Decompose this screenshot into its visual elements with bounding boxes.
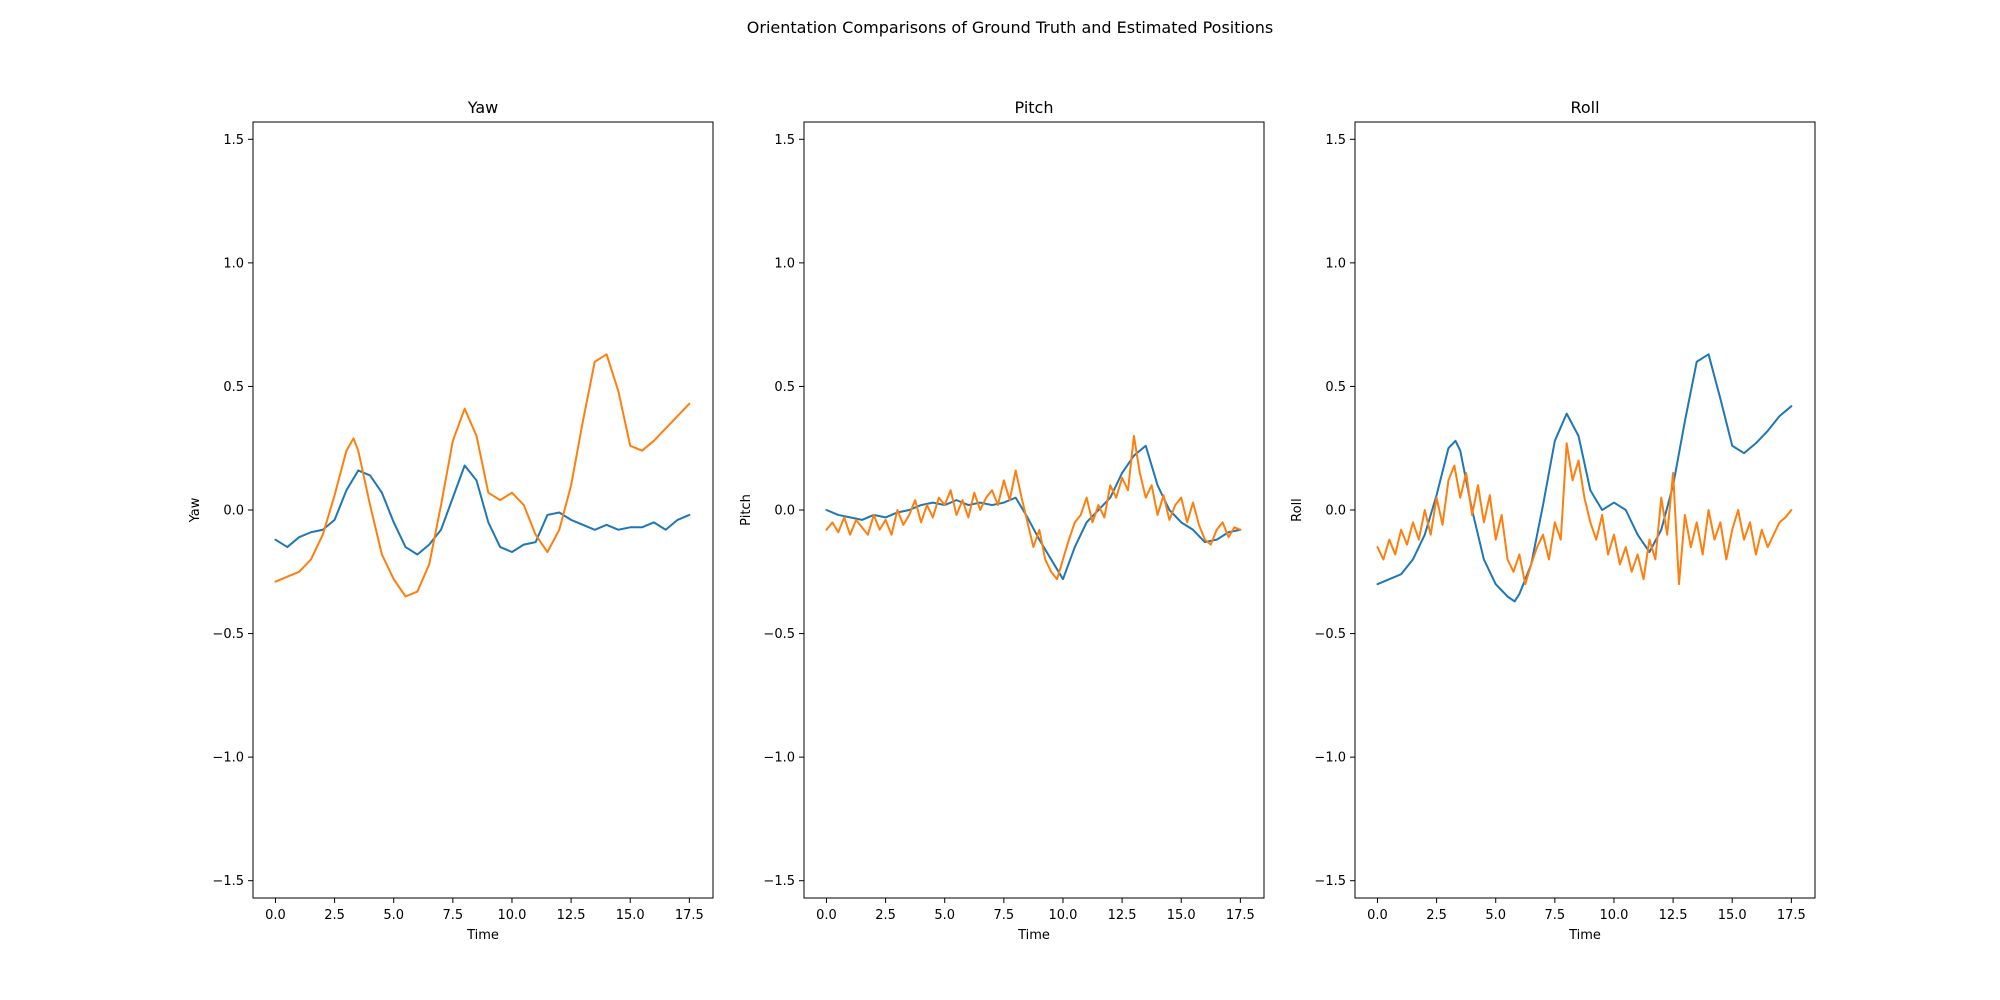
- pitch-panel: 0.0 2.5 5.0 7.5 10.0 12.5 15.0 17.5 −1.5 −1.0 −0.5…: [739, 98, 1265, 943]
- pitch-series-1-line: [825, 444, 1242, 581]
- yaw-x-tick-label: 17.5: [675, 908, 704, 923]
- yaw-y-tick-label: −0.5: [212, 627, 244, 642]
- roll-y-tick-label: 0.0: [1325, 504, 1346, 519]
- roll-title: Roll: [1570, 98, 1599, 117]
- pitch-y-tick-label: −1.0: [763, 751, 795, 766]
- roll-x-tick-label: 10.0: [1599, 908, 1628, 923]
- roll-ylabel: Roll: [1290, 498, 1305, 522]
- pitch-y-tick-label: 1.0: [774, 256, 795, 271]
- yaw-ylabel: Yaw: [188, 497, 203, 523]
- pitch-y-tick-label: 1.5: [774, 133, 795, 148]
- yaw-x-tick-label: 10.0: [497, 908, 526, 923]
- roll-y-tick-label: 1.5: [1325, 133, 1346, 148]
- roll-x-tick-label: 2.5: [1426, 908, 1447, 923]
- yaw-y-tick-label: 0.0: [223, 504, 244, 519]
- roll-x-tick-label: 5.0: [1485, 908, 1506, 923]
- yaw-y-tick-label: 1.0: [223, 256, 244, 271]
- roll-x-tick-label: 12.5: [1659, 908, 1688, 923]
- yaw-x-tick-label: 15.0: [616, 908, 645, 923]
- yaw-series-2-line: [274, 353, 691, 598]
- yaw-x-tick-label: 7.5: [443, 908, 464, 923]
- pitch-ylabel: Pitch: [739, 494, 754, 526]
- roll-series-2-line: [1376, 442, 1793, 586]
- roll-y-tick-label: −1.5: [1314, 874, 1346, 889]
- yaw-y-tick-label: −1.0: [212, 751, 244, 766]
- roll-x-tick-label: 0.0: [1367, 908, 1388, 923]
- yaw-series-1-line: [274, 464, 691, 556]
- pitch-x-tick-label: 5.0: [934, 908, 955, 923]
- pitch-x-tick-label: 7.5: [994, 908, 1015, 923]
- pitch-title: Pitch: [1015, 98, 1054, 117]
- roll-y-tick-label: 0.5: [1325, 380, 1346, 395]
- pitch-x-tick-label: 17.5: [1226, 908, 1255, 923]
- pitch-x-tick-label: 15.0: [1167, 908, 1196, 923]
- pitch-series-2-line: [825, 434, 1242, 581]
- yaw-y-tick-label: 1.5: [223, 133, 244, 148]
- roll-y-tick-label: −0.5: [1314, 627, 1346, 642]
- pitch-y-tick-label: 0.0: [774, 504, 795, 519]
- pitch-y-tick-label: 0.5: [774, 380, 795, 395]
- pitch-x-tick-label: 10.0: [1048, 908, 1077, 923]
- roll-y-tick-label: −1.0: [1314, 751, 1346, 766]
- pitch-x-tick-label: 2.5: [875, 908, 896, 923]
- roll-x-tick-label: 15.0: [1718, 908, 1747, 923]
- pitch-x-tick-label: 12.5: [1108, 908, 1137, 923]
- yaw-x-tick-label: 5.0: [383, 908, 404, 923]
- yaw-x-tick-label: 2.5: [324, 908, 345, 923]
- roll-series-1-line: [1376, 353, 1793, 603]
- pitch-x-tick-label: 0.0: [816, 908, 837, 923]
- pitch-y-tick-label: −1.5: [763, 874, 795, 889]
- roll-x-tick-label: 7.5: [1545, 908, 1566, 923]
- roll-y-tick-label: 1.0: [1325, 256, 1346, 271]
- roll-xlabel: Time: [1568, 928, 1601, 943]
- pitch-xlabel: Time: [1017, 928, 1050, 943]
- yaw-axes-frame: [252, 121, 714, 899]
- pitch-y-tick-label: −0.5: [763, 627, 795, 642]
- yaw-x-tick-label: 12.5: [557, 908, 586, 923]
- yaw-xlabel: Time: [466, 928, 499, 943]
- yaw-y-tick-label: −1.5: [212, 874, 244, 889]
- yaw-y-tick-label: 0.5: [223, 380, 244, 395]
- figure-title: Orientation Comparisons of Ground Truth …: [747, 18, 1273, 37]
- yaw-panel: 0.0 2.5 5.0 7.5 10.0 12.5 15.0 17.5 −1.5 −1.0 −0.5…: [188, 98, 714, 943]
- roll-x-tick-label: 17.5: [1777, 908, 1806, 923]
- yaw-x-tick-label: 0.0: [265, 908, 286, 923]
- yaw-title: Yaw: [467, 98, 498, 117]
- roll-panel: 0.0 2.5 5.0 7.5 10.0 12.5 15.0 17.5 −1.5 −1.0 −0.5…: [1290, 98, 1816, 943]
